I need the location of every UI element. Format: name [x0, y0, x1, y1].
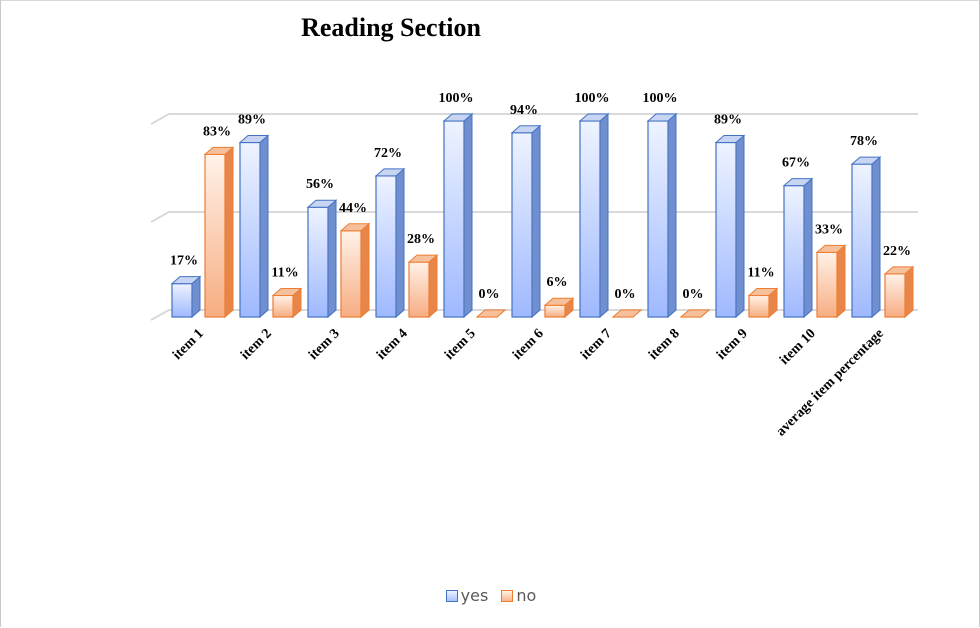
- x-axis-ticks: item 1 item 2 item 3 item 4 item 5 item 6 item…: [170, 326, 887, 439]
- legend-label-no: no: [516, 586, 536, 605]
- data-label-no-3: 44%: [339, 201, 367, 216]
- bar-no-8: [681, 310, 709, 317]
- bar-yes-1: [172, 277, 200, 317]
- x-tick-4: item 4: [374, 326, 411, 363]
- bar-no-10: [817, 245, 845, 317]
- legend-item-no: no: [501, 586, 536, 605]
- bar-no-7: [613, 310, 641, 317]
- data-label-no-9: 11%: [747, 265, 774, 280]
- bar-yes-2: [240, 136, 268, 317]
- data-label-no-5: 0%: [479, 287, 500, 302]
- bar-yes-6: [512, 126, 540, 317]
- x-tick-2: item 2: [238, 326, 275, 363]
- bar-no-9: [749, 288, 777, 317]
- data-label-no-1: 83%: [203, 124, 231, 139]
- data-label-yes-9: 89%: [714, 113, 742, 128]
- legend-label-yes: yes: [461, 586, 489, 605]
- legend-swatch-no: [501, 590, 513, 602]
- x-tick-7: item 7: [578, 326, 615, 363]
- data-label-no-10: 33%: [815, 222, 843, 237]
- data-label-no-6: 6%: [547, 275, 568, 290]
- bar-yes-11: [852, 157, 880, 317]
- bar-no-1: [205, 147, 233, 317]
- data-label-no-8: 0%: [683, 287, 704, 302]
- data-label-no-4: 28%: [407, 232, 435, 247]
- data-label-yes-10: 67%: [782, 156, 810, 171]
- data-label-yes-7: 100%: [575, 91, 610, 106]
- data-label-no-7: 0%: [615, 287, 636, 302]
- data-label-yes-8: 100%: [643, 91, 678, 106]
- data-label-yes-2: 89%: [238, 113, 266, 128]
- data-label-no-11: 22%: [883, 244, 911, 259]
- data-label-yes-11: 78%: [850, 134, 878, 149]
- bar-yes-7: [580, 114, 608, 317]
- x-tick-3: item 3: [306, 326, 343, 363]
- x-tick-9: item 9: [714, 326, 751, 363]
- bar-yes-5: [444, 114, 472, 317]
- legend-item-yes: yes: [446, 586, 489, 605]
- bar-yes-8: [648, 114, 676, 317]
- bar-yes-9: [716, 136, 744, 317]
- bars: [172, 114, 913, 317]
- data-label-yes-1: 17%: [170, 254, 198, 269]
- x-tick-8: item 8: [646, 326, 683, 363]
- x-tick-10: item 10: [777, 326, 819, 368]
- data-label-no-2: 11%: [271, 265, 298, 280]
- bar-no-11: [885, 267, 913, 317]
- x-tick-5: item 5: [442, 326, 479, 363]
- data-label-yes-3: 56%: [306, 177, 334, 192]
- bar-no-4: [409, 255, 437, 317]
- bar-no-6: [545, 298, 573, 317]
- data-label-yes-6: 94%: [510, 103, 538, 118]
- data-label-yes-5: 100%: [439, 91, 474, 106]
- bar-no-5: [477, 310, 505, 317]
- data-label-yes-4: 72%: [374, 146, 402, 161]
- legend-swatch-yes: [446, 590, 458, 602]
- legend: yes no: [1, 585, 980, 605]
- bar-yes-4: [376, 169, 404, 317]
- bar-yes-10: [784, 179, 812, 317]
- bar-no-2: [273, 288, 301, 317]
- bar-yes-3: [308, 200, 336, 317]
- x-tick-6: item 6: [510, 326, 547, 363]
- x-tick-1: item 1: [170, 326, 207, 363]
- bar-no-3: [341, 224, 369, 317]
